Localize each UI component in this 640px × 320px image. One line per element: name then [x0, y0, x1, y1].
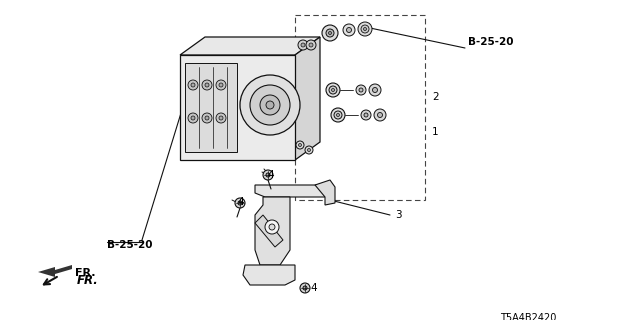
Circle shape — [343, 24, 355, 36]
Polygon shape — [180, 37, 320, 55]
Circle shape — [191, 116, 195, 120]
Circle shape — [361, 110, 371, 120]
Circle shape — [250, 85, 290, 125]
Circle shape — [303, 286, 307, 290]
Circle shape — [372, 87, 378, 92]
Circle shape — [188, 80, 198, 90]
Text: 1: 1 — [432, 127, 438, 137]
Polygon shape — [38, 265, 72, 277]
Circle shape — [266, 173, 270, 177]
Circle shape — [322, 25, 338, 41]
Circle shape — [263, 170, 273, 180]
Polygon shape — [255, 185, 325, 197]
Circle shape — [298, 40, 308, 50]
Circle shape — [298, 143, 301, 147]
Circle shape — [301, 43, 305, 47]
Polygon shape — [255, 197, 290, 265]
Polygon shape — [243, 265, 295, 285]
Bar — [295, 15, 425, 200]
Text: B-25-20: B-25-20 — [468, 37, 513, 47]
Text: B-25-20: B-25-20 — [107, 240, 152, 250]
Bar — [185, 63, 237, 152]
Circle shape — [309, 43, 313, 47]
Circle shape — [328, 31, 332, 35]
Text: 4: 4 — [310, 283, 317, 293]
Circle shape — [191, 83, 195, 87]
Circle shape — [300, 283, 310, 293]
Circle shape — [332, 89, 335, 92]
Circle shape — [346, 28, 351, 33]
Circle shape — [235, 198, 245, 208]
Text: T5A4B2420: T5A4B2420 — [500, 313, 556, 320]
Circle shape — [306, 40, 316, 50]
Circle shape — [219, 116, 223, 120]
Circle shape — [202, 80, 212, 90]
Circle shape — [331, 108, 345, 122]
Text: 2: 2 — [432, 92, 438, 102]
Polygon shape — [315, 180, 335, 205]
Circle shape — [260, 95, 280, 115]
Circle shape — [216, 80, 226, 90]
Circle shape — [307, 148, 310, 151]
Circle shape — [359, 88, 363, 92]
Circle shape — [265, 220, 279, 234]
Circle shape — [269, 224, 275, 230]
Text: FR.: FR. — [75, 268, 95, 278]
Circle shape — [326, 29, 334, 37]
Text: 4: 4 — [267, 170, 274, 180]
Circle shape — [369, 84, 381, 96]
Circle shape — [356, 85, 366, 95]
Circle shape — [326, 83, 340, 97]
Circle shape — [305, 146, 313, 154]
Circle shape — [238, 201, 242, 205]
Circle shape — [329, 86, 337, 94]
Circle shape — [266, 101, 274, 109]
Circle shape — [378, 113, 383, 117]
Text: 3: 3 — [395, 210, 402, 220]
Circle shape — [296, 141, 304, 149]
Circle shape — [202, 113, 212, 123]
Circle shape — [205, 116, 209, 120]
Circle shape — [364, 113, 368, 117]
Circle shape — [358, 22, 372, 36]
Circle shape — [361, 25, 369, 33]
Bar — [180, 55, 295, 160]
Circle shape — [219, 83, 223, 87]
Circle shape — [334, 111, 342, 119]
Circle shape — [374, 109, 386, 121]
Polygon shape — [255, 215, 283, 247]
Circle shape — [216, 113, 226, 123]
Polygon shape — [295, 37, 320, 160]
Circle shape — [240, 75, 300, 135]
Circle shape — [337, 114, 339, 116]
Circle shape — [364, 28, 367, 30]
Circle shape — [205, 83, 209, 87]
Text: FR.: FR. — [77, 274, 99, 286]
Text: 4: 4 — [237, 197, 244, 207]
Circle shape — [188, 113, 198, 123]
